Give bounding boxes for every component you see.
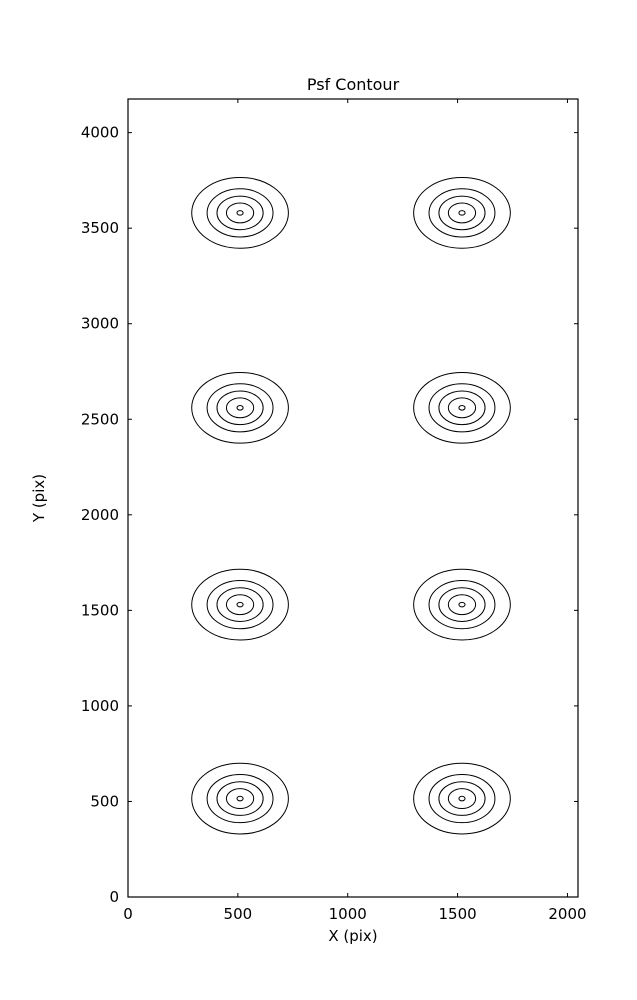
y-tick-label: 4000 [81,124,119,142]
contour-layer [191,177,511,835]
plot-background [128,99,578,897]
contour-level-4 [458,210,466,216]
contour-level-3 [225,202,255,224]
axes-frame [127,98,579,898]
ticks-layer: 0 500 1000 1500 2000 0 500 1000 1500 2000 2500 3000… [81,99,587,923]
y-tick-label: 2500 [81,410,119,428]
contour-level-2 [438,587,486,622]
contour-level-0 [191,177,289,249]
contour-level-3 [225,594,255,616]
x-tick-label: 500 [224,905,253,923]
y-tick-label: 1000 [81,697,119,715]
contour-level-4 [458,601,466,608]
contour-level-1 [206,774,274,824]
contour-level-3 [447,397,477,419]
contour-level-1 [428,383,496,433]
contour-level-0 [413,371,511,444]
y-axis-label: Y (pix) [30,474,48,523]
contour-level-1 [428,774,496,824]
x-tick-label: 1500 [438,905,476,923]
contour-level-3 [447,788,477,810]
contour-level-2 [216,195,264,231]
y-tick-label: 2000 [81,506,119,524]
x-tick-label: 1000 [329,905,367,923]
contour-level-4 [236,405,244,411]
contour-level-1 [206,188,274,238]
contour-level-4 [236,601,244,608]
contour-level-3 [447,202,477,224]
contour-level-3 [225,788,255,810]
contour-level-2 [438,781,486,816]
contour-level-4 [236,210,244,216]
contour-level-0 [413,568,511,641]
y-tick-label: 3000 [81,315,119,333]
contour-level-1 [206,383,274,433]
x-tick-label: 2000 [548,905,586,923]
contour-level-3 [225,397,255,419]
contour-level-2 [438,390,486,426]
y-tick-label: 0 [109,888,119,906]
contour-level-3 [447,594,477,616]
contour-level-4 [458,795,466,802]
y-tick-label: 3500 [81,219,119,237]
x-tick-label: 0 [123,905,133,923]
contour-level-0 [191,371,289,444]
contour-level-4 [458,405,466,411]
contour-level-0 [413,762,511,835]
psf-contour-cluster [413,177,511,249]
contour-level-2 [438,195,486,231]
contour-level-1 [428,188,496,238]
psf-contour-cluster [191,568,289,641]
y-tick-label: 1500 [81,601,119,619]
y-tick-label: 500 [90,792,119,810]
contour-level-1 [428,580,496,630]
psf-contour-cluster [413,371,511,444]
psf-contour-cluster [191,762,289,835]
page-title: Psf Contour [307,75,400,94]
psf-contour-cluster [413,762,511,835]
x-axis-label: X (pix) [328,927,377,945]
contour-level-0 [191,762,289,835]
contour-level-1 [206,580,274,630]
psf-contour-cluster [413,568,511,641]
contour-level-0 [413,177,511,249]
contour-level-2 [216,390,264,426]
psf-contour-cluster [191,371,289,444]
contour-level-0 [191,568,289,641]
contour-level-2 [216,781,264,816]
contour-level-2 [216,587,264,622]
psf-contour-cluster [191,177,289,249]
contour-level-4 [236,795,244,802]
